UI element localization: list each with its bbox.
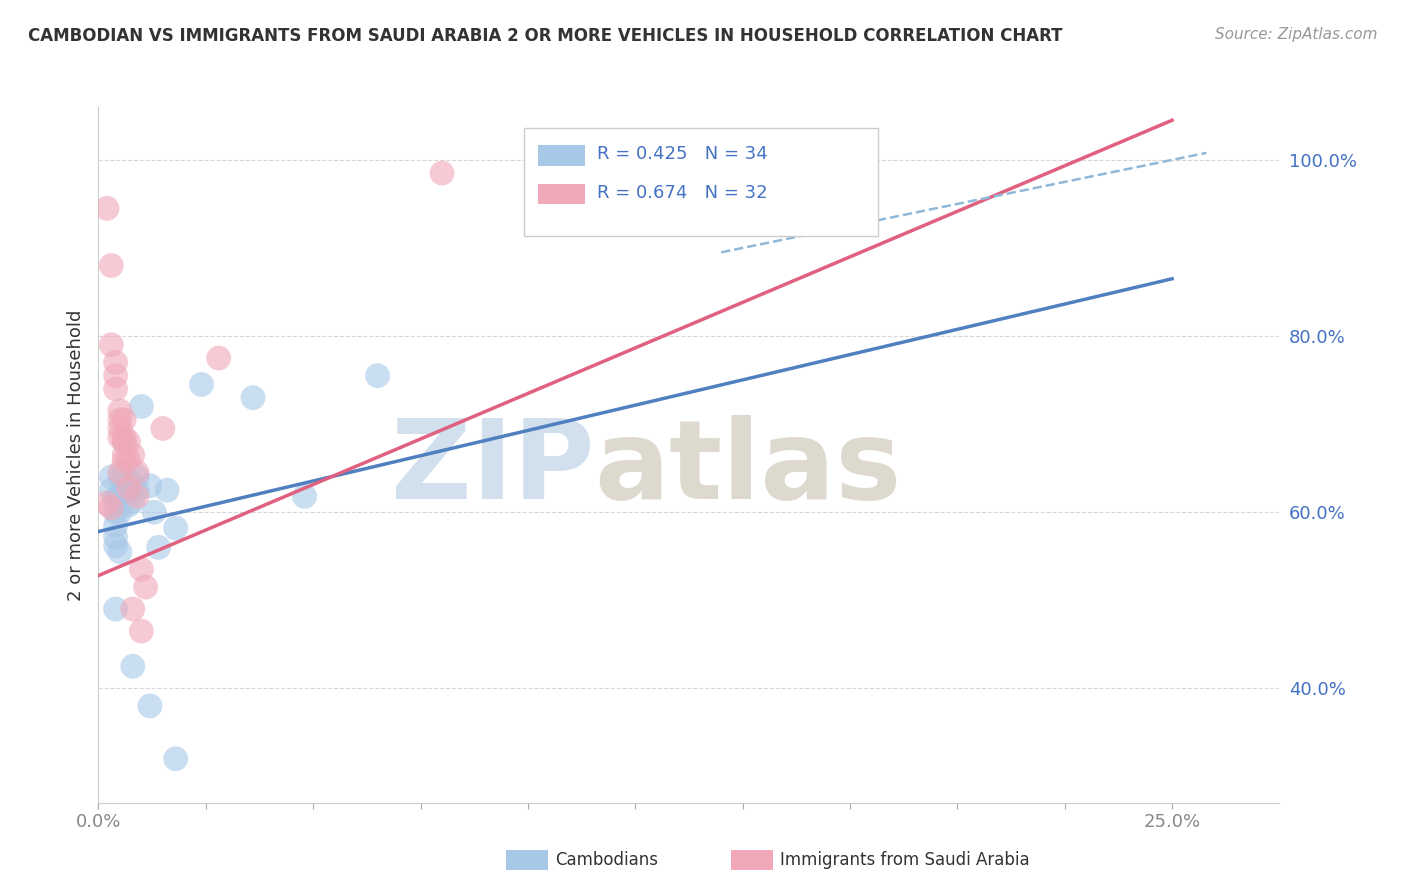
Point — [125, 483, 148, 497]
Text: R = 0.674   N = 32: R = 0.674 N = 32 — [596, 184, 768, 202]
Point — [125, 489, 148, 503]
Point — [367, 368, 389, 383]
FancyBboxPatch shape — [537, 184, 585, 204]
Point — [108, 487, 131, 501]
Point — [100, 470, 122, 484]
Point — [117, 498, 139, 512]
Text: atlas: atlas — [595, 416, 901, 523]
Point — [152, 421, 174, 435]
Point — [131, 400, 153, 414]
Point — [430, 166, 453, 180]
Point — [165, 752, 187, 766]
Point — [121, 602, 143, 616]
Point — [104, 602, 127, 616]
Point — [100, 483, 122, 497]
Point — [104, 355, 127, 369]
Point — [294, 489, 316, 503]
Point — [112, 434, 135, 449]
Point — [135, 580, 157, 594]
Point — [104, 530, 127, 544]
Point — [108, 505, 131, 519]
Point — [104, 491, 127, 506]
Point — [100, 500, 122, 515]
Point — [117, 434, 139, 449]
Point — [131, 624, 153, 638]
Point — [112, 448, 135, 462]
Text: Cambodians: Cambodians — [555, 851, 658, 869]
Point — [117, 452, 139, 467]
Point — [208, 351, 231, 365]
Point — [104, 382, 127, 396]
Point — [108, 413, 131, 427]
Point — [143, 505, 166, 519]
Point — [139, 479, 162, 493]
Point — [96, 202, 118, 216]
Point — [100, 338, 122, 352]
Point — [125, 470, 148, 484]
Text: Immigrants from Saudi Arabia: Immigrants from Saudi Arabia — [780, 851, 1031, 869]
Point — [117, 483, 139, 497]
Point — [100, 259, 122, 273]
Point — [108, 430, 131, 444]
Point — [148, 541, 170, 555]
Point — [121, 494, 143, 508]
Point — [104, 539, 127, 553]
Point — [139, 698, 162, 713]
FancyBboxPatch shape — [537, 145, 585, 166]
Point — [108, 470, 131, 484]
Text: R = 0.425   N = 34: R = 0.425 N = 34 — [596, 145, 768, 163]
Point — [731, 157, 754, 171]
Text: ZIP: ZIP — [391, 416, 595, 523]
Point — [108, 404, 131, 418]
Y-axis label: 2 or more Vehicles in Household: 2 or more Vehicles in Household — [66, 310, 84, 600]
FancyBboxPatch shape — [523, 128, 877, 235]
Point — [165, 521, 187, 535]
Point — [121, 659, 143, 673]
Point — [104, 518, 127, 533]
Point — [104, 505, 127, 519]
Point — [242, 391, 264, 405]
Point — [156, 483, 179, 497]
Point — [112, 454, 135, 468]
Point — [112, 430, 135, 444]
Point — [131, 562, 153, 576]
Point — [108, 545, 131, 559]
Point — [112, 413, 135, 427]
Point — [104, 368, 127, 383]
Point — [121, 448, 143, 462]
Point — [96, 496, 118, 510]
Point — [112, 434, 135, 449]
Point — [190, 377, 212, 392]
Point — [121, 477, 143, 491]
Point — [117, 481, 139, 495]
Text: CAMBODIAN VS IMMIGRANTS FROM SAUDI ARABIA 2 OR MORE VEHICLES IN HOUSEHOLD CORREL: CAMBODIAN VS IMMIGRANTS FROM SAUDI ARABI… — [28, 27, 1063, 45]
Point — [108, 466, 131, 480]
Point — [108, 421, 131, 435]
Point — [125, 466, 148, 480]
Point — [112, 466, 135, 480]
Point — [112, 485, 135, 500]
Text: Source: ZipAtlas.com: Source: ZipAtlas.com — [1215, 27, 1378, 42]
